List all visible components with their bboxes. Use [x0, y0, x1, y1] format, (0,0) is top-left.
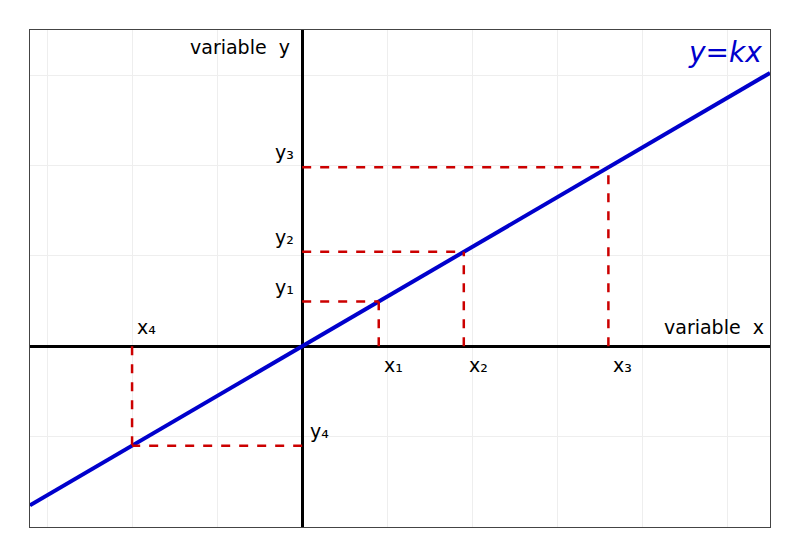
svg-text:y₄: y₄ — [310, 420, 329, 442]
svg-text:x₃: x₃ — [613, 354, 632, 376]
svg-text:y₃: y₃ — [275, 141, 294, 163]
svg-text:x₁: x₁ — [384, 354, 403, 376]
svg-text:y₁: y₁ — [275, 276, 294, 298]
svg-text:variable x: variable x — [664, 316, 764, 338]
svg-text:x₂: x₂ — [469, 354, 488, 376]
svg-text:variable y: variable y — [190, 36, 290, 58]
svg-text:y₂: y₂ — [275, 226, 294, 248]
svg-text:x₄: x₄ — [137, 316, 156, 338]
svg-text:y=kx: y=kx — [688, 36, 762, 69]
